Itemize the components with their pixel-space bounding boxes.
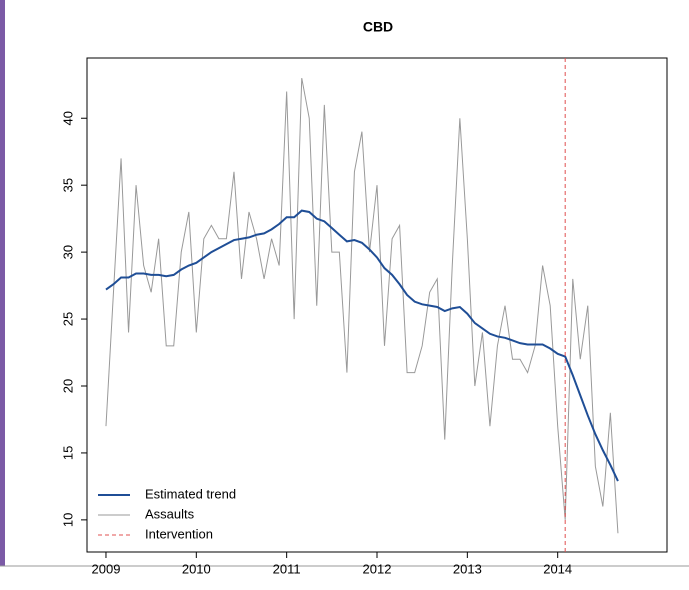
chart-title: CBD bbox=[363, 19, 393, 35]
series-line bbox=[105, 209, 619, 482]
legend-label: Intervention bbox=[145, 526, 213, 541]
y-tick-label: 15 bbox=[60, 446, 75, 460]
y-tick-label: 10 bbox=[60, 513, 75, 527]
x-tick-label: 2013 bbox=[453, 561, 482, 576]
x-tick-label: 2009 bbox=[92, 561, 121, 576]
x-tick-label: 2010 bbox=[182, 561, 211, 576]
y-tick-label: 25 bbox=[60, 312, 75, 326]
series-line bbox=[105, 77, 619, 534]
plot-frame bbox=[86, 57, 668, 553]
x-tick-label: 2014 bbox=[543, 561, 572, 576]
y-tick-label: 40 bbox=[60, 111, 75, 125]
x-tick-label: 2011 bbox=[273, 561, 301, 576]
x-tick-label: 2012 bbox=[363, 561, 392, 576]
y-tick-label: 35 bbox=[60, 178, 75, 192]
y-tick-label: 20 bbox=[60, 379, 75, 393]
y-tick-label: 30 bbox=[60, 245, 75, 259]
legend-label: Assaults bbox=[145, 506, 195, 521]
legend-label: Estimated trend bbox=[145, 486, 236, 501]
page-border bbox=[0, 0, 5, 566]
